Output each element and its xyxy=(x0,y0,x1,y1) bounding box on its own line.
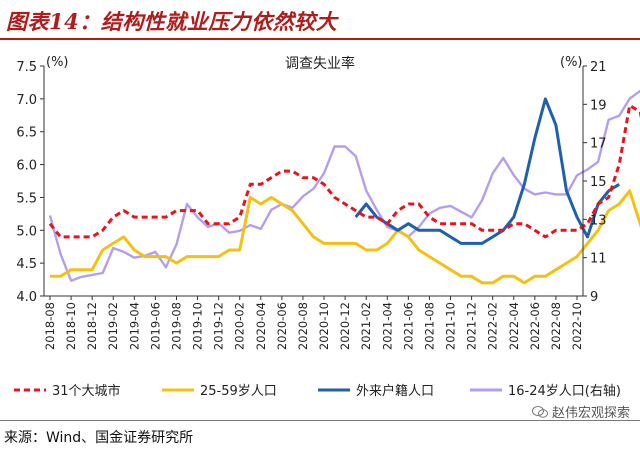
x-tick-label: 2020-08 xyxy=(296,302,310,350)
x-tick-label: 2018-12 xyxy=(85,302,99,350)
x-tick-label: 2021-10 xyxy=(444,302,458,350)
x-tick-label: 2022-02 xyxy=(486,302,500,350)
legend-label-migrant: 外来户籍人口 xyxy=(356,383,434,399)
left-tick-label: 7.5 xyxy=(16,60,37,75)
x-tick-label: 2019-06 xyxy=(148,302,162,350)
wechat-icon xyxy=(531,405,548,418)
left-tick-label: 7.0 xyxy=(16,93,37,108)
x-tick-label: 2019-12 xyxy=(212,302,226,350)
x-tick-label: 2021-04 xyxy=(380,302,394,350)
legend-label-youth: 16-24岁人口(右轴) xyxy=(508,384,621,399)
left-tick-label: 5.5 xyxy=(16,191,37,206)
x-tick-label: 2018-08 xyxy=(43,302,57,350)
right-axis-unit-label: (%) xyxy=(560,55,583,70)
left-tick-label: 4.5 xyxy=(16,257,37,272)
axes: 4.0 4.5 5.0 5.5 6.0 6.5 7.0 7.5 9 11 13 15 17 19 21 201… xyxy=(16,60,606,350)
x-tick-label: 2019-04 xyxy=(127,302,141,350)
left-tick-label: 6.5 xyxy=(16,126,37,141)
right-tick-label: 15 xyxy=(590,175,607,190)
legend: 31个大城市 25-59岁人口 外来户籍人口 16-24岁人口(右轴) xyxy=(14,383,621,399)
x-tick-label: 2021-08 xyxy=(422,302,436,350)
x-tick-label: 2019-02 xyxy=(106,302,120,350)
left-tick-label: 4.0 xyxy=(16,290,37,305)
right-tick-label: 21 xyxy=(590,60,607,75)
x-tick-label: 2021-06 xyxy=(401,302,415,350)
x-tick-label: 2020-12 xyxy=(338,302,352,350)
watermark-text: 赵伟宏观探索 xyxy=(551,406,630,421)
x-tick-label: 2022-08 xyxy=(549,302,563,350)
left-tick-label: 5.0 xyxy=(16,224,37,239)
x-tick-label: 2020-02 xyxy=(233,302,247,350)
series-line-migrant xyxy=(354,97,620,245)
series-line-youth xyxy=(48,89,640,282)
x-tick-label: 2021-02 xyxy=(359,302,373,350)
right-tick-label: 9 xyxy=(590,290,598,305)
title-divider xyxy=(0,38,640,40)
series-line-age25_59 xyxy=(50,189,640,285)
left-axis-unit-label: (%) xyxy=(46,55,69,70)
left-tick-label: 6.0 xyxy=(16,159,37,174)
unemployment-line-chart: 4.0 4.5 5.0 5.5 6.0 6.5 7.0 7.5 9 11 13 15 17 19 21 201… xyxy=(14,55,640,399)
figure-title: 图表14：结构性就业压力依然较大 xyxy=(6,9,338,34)
source-note: 来源：Wind、国金证券研究所 xyxy=(4,430,194,446)
x-tick-label: 2020-06 xyxy=(275,302,289,350)
legend-label-age25_59: 25-59岁人口 xyxy=(200,384,277,399)
right-tick-label: 17 xyxy=(590,137,607,152)
x-tick-label: 2022-10 xyxy=(570,302,584,350)
x-tick-label: 2020-04 xyxy=(254,302,268,350)
plot-area xyxy=(48,89,640,285)
right-tick-label: 11 xyxy=(590,252,607,267)
x-tick-label: 2019-08 xyxy=(169,302,183,350)
chart-title: 调查失业率 xyxy=(285,55,355,72)
x-tick-label: 2018-10 xyxy=(64,302,78,350)
series-line-cities31 xyxy=(48,103,640,239)
footer-divider xyxy=(0,420,640,421)
right-tick-label: 13 xyxy=(590,213,607,228)
chart-container: 4.0 4.5 5.0 5.5 6.0 6.5 7.0 7.5 9 11 13 15 17 19 21 201… xyxy=(0,42,640,416)
legend-label-cities31: 31个大城市 xyxy=(52,383,121,399)
x-tick-label: 2020-10 xyxy=(317,302,331,350)
x-tick-label: 2022-06 xyxy=(528,302,542,350)
watermark: 赵伟宏观探索 xyxy=(531,402,630,421)
x-tick-label: 2022-04 xyxy=(507,302,521,350)
x-tick-label: 2021-12 xyxy=(465,302,479,350)
x-tick-label: 2019-10 xyxy=(191,302,205,350)
right-tick-label: 19 xyxy=(590,98,607,113)
